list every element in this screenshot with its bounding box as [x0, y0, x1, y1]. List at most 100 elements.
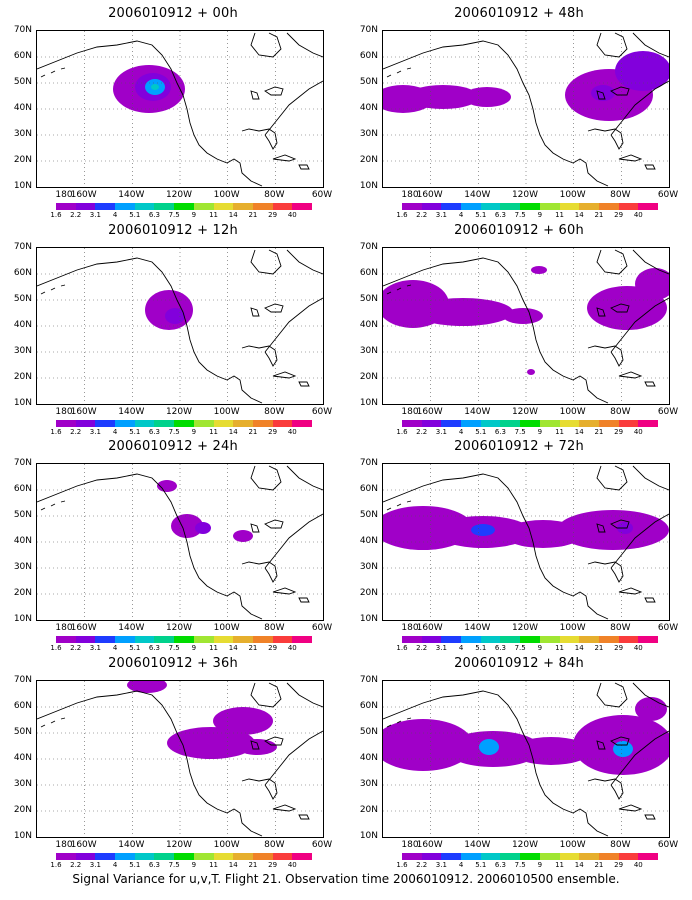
- coastline: [298, 597, 310, 603]
- colorbar-segment: [520, 203, 540, 210]
- colorbar-segment: [193, 853, 214, 860]
- panel-title: 2006010912 + 84h: [454, 656, 584, 671]
- lat-tick-label: 10N: [13, 398, 32, 408]
- coastline: [272, 154, 297, 162]
- colorbar-label: 9: [537, 428, 543, 436]
- colorbar-label: 14: [574, 211, 584, 219]
- lon-tick-label: 180: [401, 623, 419, 633]
- colorbar-segment: [95, 420, 116, 427]
- lon-tick-label: 140W: [464, 407, 491, 417]
- colorbar-label: 1.6: [396, 211, 408, 219]
- colorbar-segment: [461, 203, 481, 210]
- colorbar: [56, 853, 312, 860]
- coastline: [298, 381, 310, 387]
- coastline: [37, 257, 228, 381]
- colorbar-label: 1.6: [396, 644, 408, 652]
- colorbar-segment: [193, 420, 214, 427]
- coastline: [226, 591, 263, 620]
- lat-tick-label: 70N: [359, 675, 378, 685]
- colorbar-label: 11: [555, 211, 564, 219]
- colorbar-label: 29: [614, 211, 624, 219]
- lon-tick-label: 140W: [464, 840, 491, 850]
- lon-tick-label: 180: [401, 840, 419, 850]
- map-frame: [36, 463, 324, 621]
- lat-tick-label: 50N: [359, 510, 378, 520]
- coastline: [610, 513, 669, 569]
- coastline: [250, 465, 282, 491]
- coastline: [250, 249, 282, 275]
- colorbar-label: 9: [191, 211, 197, 219]
- colorbar-label: 7.5: [168, 644, 180, 652]
- coastline: [587, 561, 624, 583]
- coastline: [272, 587, 297, 595]
- coastline: [618, 371, 643, 379]
- coastline: [610, 736, 630, 746]
- colorbar-label: 40: [287, 861, 297, 869]
- lon-tick-label: 180: [401, 190, 419, 200]
- colorbar-label: 5.1: [475, 428, 487, 436]
- variance-contour: [195, 522, 211, 534]
- lon-tick-label: 100W: [559, 623, 586, 633]
- variance-contour: [127, 681, 167, 693]
- colorbar-segment: [441, 203, 462, 210]
- colorbar-segment: [292, 636, 312, 643]
- colorbar-label: 6.3: [148, 644, 161, 652]
- colorbar-label: 11: [555, 428, 564, 436]
- coastline: [572, 375, 609, 404]
- coastline: [298, 164, 310, 170]
- colorbar: [402, 636, 658, 643]
- coastline: [37, 690, 228, 814]
- coastline: [386, 67, 412, 78]
- map-svg: [383, 31, 669, 187]
- colorbar-segment: [134, 853, 155, 860]
- lon-tick-label: 120W: [165, 190, 193, 200]
- lon-tick-label: 100W: [559, 407, 586, 417]
- coastline: [644, 164, 656, 170]
- coastline: [264, 736, 284, 746]
- lat-tick-label: 10N: [13, 831, 32, 841]
- panel-title: 2006010912 + 72h: [454, 439, 584, 454]
- lat-tick-label: 70N: [13, 242, 32, 252]
- lat-tick-label: 60N: [359, 484, 378, 494]
- coastline: [250, 523, 260, 533]
- colorbar-label: 6.3: [148, 428, 161, 436]
- map-frame: [382, 463, 670, 621]
- colorbar-segment: [252, 203, 273, 210]
- variance-contour: [511, 737, 591, 765]
- lon-tick-label: 80W: [264, 407, 285, 417]
- colorbar-label: 2.2: [416, 644, 428, 652]
- lat-tick-label: 20N: [13, 155, 32, 165]
- map-panel: 2006010912 + 48h 70N 60N 50N 40N 30N 20N 10N 180…: [346, 0, 692, 219]
- colorbar-label: 2.2: [416, 428, 428, 436]
- lon-tick-label: 80W: [264, 190, 285, 200]
- colorbar-label: 11: [555, 861, 564, 869]
- panel-title: 2006010912 + 00h: [108, 6, 238, 21]
- colorbar-label: 14: [228, 211, 238, 219]
- lon-tick-label: 100W: [559, 190, 586, 200]
- coastline: [250, 90, 260, 100]
- colorbar-segment: [480, 853, 501, 860]
- lat-tick-label: 70N: [359, 242, 378, 252]
- colorbar-label: 40: [287, 211, 297, 219]
- coastline: [587, 778, 624, 800]
- colorbar-segment: [598, 203, 619, 210]
- lon-tick-label: 160W: [416, 407, 443, 417]
- colorbar-segment: [500, 636, 521, 643]
- colorbar-segment: [559, 420, 580, 427]
- lat-tick-label: 10N: [359, 181, 378, 191]
- lon-tick-label: 140W: [118, 623, 145, 633]
- colorbar-label: 40: [287, 644, 297, 652]
- colorbar-segment: [292, 420, 312, 427]
- colorbar-segment: [638, 203, 658, 210]
- colorbar-segment: [213, 853, 234, 860]
- colorbar-label: 9: [537, 211, 543, 219]
- lat-tick-label: 20N: [13, 588, 32, 598]
- colorbar-segment: [579, 203, 599, 210]
- colorbar-label: 7.5: [168, 861, 180, 869]
- lat-tick-label: 20N: [13, 372, 32, 382]
- variance-contour: [413, 298, 513, 326]
- variance-contour: [527, 369, 535, 375]
- map-svg: [37, 248, 323, 404]
- colorbar-segment: [539, 853, 560, 860]
- lon-tick-label: 100W: [213, 407, 240, 417]
